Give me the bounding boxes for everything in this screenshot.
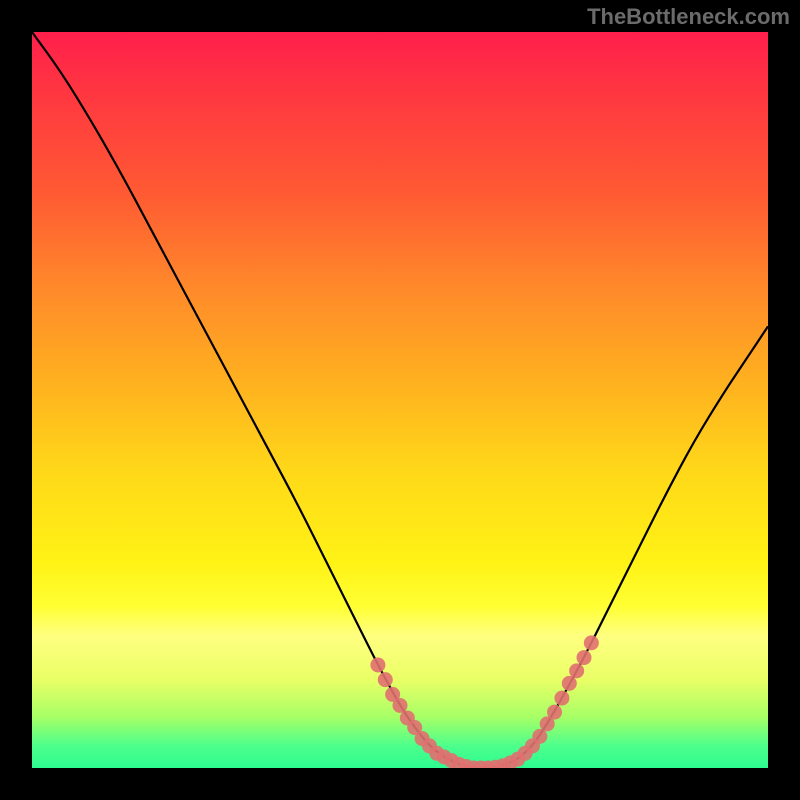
data-marker <box>393 698 408 713</box>
data-marker <box>554 691 569 706</box>
chart-container: TheBottleneck.com <box>0 0 800 800</box>
data-marker <box>378 672 393 687</box>
data-marker <box>547 705 562 720</box>
data-marker <box>569 663 584 678</box>
watermark-text: TheBottleneck.com <box>587 4 790 30</box>
chart-svg <box>0 0 800 800</box>
data-marker <box>584 635 599 650</box>
data-marker <box>370 657 385 672</box>
data-marker <box>532 729 547 744</box>
chart-background <box>32 32 768 768</box>
data-marker <box>577 650 592 665</box>
data-marker <box>562 676 577 691</box>
